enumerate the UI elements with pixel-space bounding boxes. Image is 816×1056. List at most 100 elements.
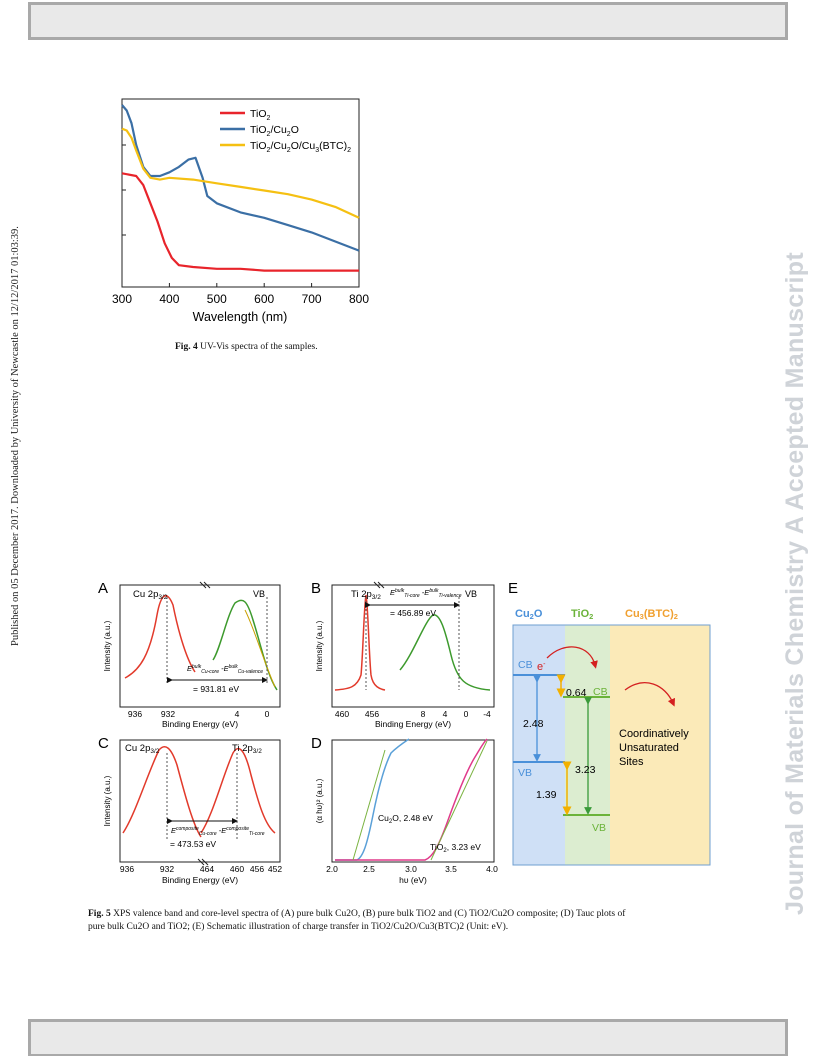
figure-5: A Cu 2p3/2 VB EbulkCu-core -EbulkCu-vale… (95, 575, 735, 905)
legend-tio2-cu2o: TiO2/Cu2O (250, 124, 299, 138)
uv-vis-chart: 300 400 500 600 700 800 TiO2 TiO2/Cu2O TiO2/C… (112, 98, 369, 324)
panel-b-frame (331, 584, 495, 708)
panel-b: B Ti 2p3/2 VB EbulkTi-core -EbulkTi-vale… (311, 580, 495, 729)
panel-c-energy: = 473.53 eV (170, 839, 216, 849)
tick-label: 456 (365, 709, 379, 719)
panel-b-vb: VB (465, 589, 477, 599)
fig4-caption: Fig. 4 UV-Vis spectra of the samples. (175, 342, 318, 352)
tick-label: 0 (265, 709, 270, 719)
electron-label: e- (537, 661, 546, 673)
axis-break (199, 581, 207, 589)
electron-transfer-arrow (546, 646, 598, 669)
cu2o-fit-line (352, 749, 386, 861)
tick-label: -4 (483, 709, 491, 719)
axis-break (377, 581, 385, 589)
xps-figure: A Cu 2p3/2 VB EbulkCu-core -EbulkCu-vale… (98, 580, 711, 885)
tick-label: 936 (128, 709, 142, 719)
panel-c-frame (119, 739, 281, 863)
panel-a-vb: VB (253, 589, 265, 599)
btc-header: Cu3(BTC)2 (625, 608, 678, 621)
sites-line-2: Unsaturated (619, 742, 679, 754)
panel-d-cu2o-label: Cu2O, 2.48 eV (378, 813, 433, 825)
fig5-caption-line-1: XPS valence band and core-level spectra … (113, 909, 626, 919)
tick-label: 4 (443, 709, 448, 719)
panel-c-peak-1: Cu 2p3/2 (125, 743, 160, 755)
vb-left-label: VB (518, 767, 532, 779)
sites-line-3: Sites (619, 756, 644, 768)
panel-d: D Cu2O, 2.48 eV TiO2, 3.23 eV 2.0 2.5 3.0 3… (311, 735, 498, 885)
series-line-0 (121, 172, 359, 272)
tick-label: 932 (161, 709, 175, 719)
panel-b-label: B (311, 580, 321, 597)
cu2o-tauc-curve (335, 738, 410, 861)
tick-label: 8 (421, 709, 426, 719)
cu2o-header: Cu2O (515, 608, 543, 621)
legend-composite: TiO2/Cu2O/Cu3(BTC)2 (250, 140, 351, 154)
panel-d-xlabel: hυ (eV) (399, 875, 427, 885)
tio2-header: TiO2 (571, 608, 593, 621)
tick-label: 3.5 (445, 864, 457, 874)
header-bar (28, 2, 788, 40)
tick-label: 936 (120, 864, 134, 874)
x-tick-label: 400 (159, 292, 179, 306)
tick-label: 2.0 (326, 864, 338, 874)
vb-right-label: VB (592, 822, 606, 834)
publication-sidebar: Published on 05 December 2017. Downloade… (2, 216, 21, 646)
panel-c-energy-formula: EcompositeCu-core -EcompositeTi-core (171, 826, 265, 837)
panel-a-ylabel: Intensity (a.u.) (103, 620, 112, 671)
sites-line-1: Coordinatively (619, 728, 689, 740)
cb-left-label: CB (518, 659, 533, 671)
axis-break (197, 858, 205, 866)
x-tick-label: 800 (349, 292, 369, 306)
tick-label: 932 (160, 864, 174, 874)
panel-b-energy: = 456.89 eV (390, 608, 436, 618)
tick-label: 0 (464, 709, 469, 719)
cb-right-label: CB (593, 686, 608, 698)
tick-label: 4.0 (486, 864, 498, 874)
panel-b-peak-label: Ti 2p3/2 (351, 589, 381, 601)
val-323: 3.23 (575, 764, 596, 776)
publication-note: Published on 05 December 2017. Downloade… (10, 226, 21, 646)
plot-frame (121, 98, 360, 288)
panel-e-frame (512, 624, 711, 866)
axis-break (203, 581, 211, 589)
panel-b-energy-formula: EbulkTi-core -EbulkTi-valence (390, 588, 462, 599)
x-tick-label: 600 (254, 292, 274, 306)
panel-a-frame (119, 584, 281, 708)
panel-c-peak-2: Ti 2p3/2 (232, 743, 262, 755)
panel-d-label: D (311, 735, 322, 752)
legend: TiO2 TiO2/Cu2O TiO2/Cu2O/Cu3(BTC)2 (220, 108, 351, 154)
tick-label: 460 (335, 709, 349, 719)
x-tick-label: 500 (207, 292, 227, 306)
footer-bar (28, 1019, 788, 1056)
x-tick-label: 300 (112, 292, 132, 306)
fig5-caption-line-2: pure bulk Cu2O and TiO2; (E) Schematic i… (88, 922, 509, 932)
axis-break (373, 581, 381, 589)
panel-d-ylabel: (α hυ)² (a.u.) (315, 778, 324, 823)
panel-c-ylabel: Intensity (a.u.) (103, 775, 112, 826)
panel-a-energy-formula: EbulkCu-core -EbulkCu-valence (187, 664, 263, 675)
panel-a-peak-label: Cu 2p3/2 (133, 589, 168, 601)
panel-d-tio2-label: TiO2, 3.23 eV (430, 842, 481, 854)
site-transfer-arrow (624, 682, 675, 707)
figure-4: 300 400 500 600 700 800 TiO2 TiO2/Cu2O TiO2/C… (100, 95, 390, 335)
axis-break (201, 858, 209, 866)
tick-label: 2.5 (363, 864, 375, 874)
tick-label: 452 (268, 864, 282, 874)
tick-label: 3.0 (405, 864, 417, 874)
series-line-2 (121, 127, 360, 219)
panel-c-ti-curve (200, 747, 276, 834)
tick-label: 464 (200, 864, 214, 874)
fig4-caption-text: UV-Vis spectra of the samples. (200, 342, 318, 352)
panel-c: C Cu 2p3/2 Ti 2p3/2 EcompositeCu-core -E… (98, 735, 282, 885)
panel-b-xlabel: Binding Energy (eV) (375, 719, 451, 729)
x-axis-label: Wavelength (nm) (193, 310, 288, 324)
panel-d-frame (331, 739, 495, 863)
fig5-caption-label: Fig. 5 (88, 909, 111, 919)
journal-watermark: Journal of Materials Chemistry A Accepte… (775, 145, 815, 915)
panel-b-valence-curve (399, 614, 491, 691)
val-248: 2.48 (523, 718, 544, 730)
tio2-fit-line (430, 740, 488, 861)
panel-e: E Cu2O TiO2 Cu3(BTC)2 CB VB CB VB e- 0.6… (508, 580, 711, 866)
tick-label: 460 (230, 864, 244, 874)
